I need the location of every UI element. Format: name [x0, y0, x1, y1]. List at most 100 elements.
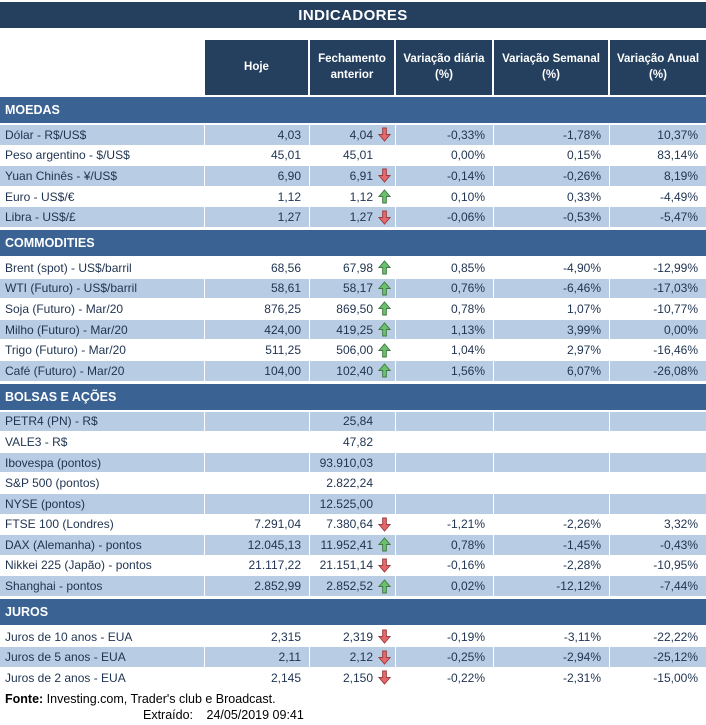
table-body: MOEDAS Dólar - R$/US$ 4,03 4,04 -0,33% -1,78%… — [0, 97, 706, 689]
today-value — [205, 411, 310, 432]
column-header-weekly-change: Variação Semanal (%) — [494, 40, 610, 95]
row-label: VALE3 - R$ — [0, 432, 205, 452]
prev-close-value: 47,82 — [342, 434, 373, 449]
table-row: Brent (spot) - US$/barril 68,56 67,98 0,85%… — [0, 257, 706, 279]
today-value: 6,90 — [205, 166, 310, 186]
weekly-change-value: 1,07% — [494, 299, 610, 319]
annual-change-value: -17,03% — [653, 281, 698, 296]
table-row: Libra - US$/£ 1,27 1,27 -0,06% -0,53% -5,47% — [0, 207, 706, 228]
today-value: 68,56 — [205, 257, 310, 278]
row-label: FTSE 100 (Londres) — [0, 514, 205, 535]
today-value: 4,03 — [205, 125, 310, 145]
trend-arrow-up-icon — [375, 280, 394, 297]
table-row: Milho (Futuro) - Mar/20 424,00 419,25 1,13%… — [0, 319, 706, 341]
prev-close-value: 11.952,41 — [320, 537, 374, 552]
section-header: MOEDAS — [0, 97, 706, 123]
page-title: INDICADORES — [0, 2, 706, 28]
weekly-change-value: -2,26% — [494, 514, 610, 535]
trend-arrow-down-icon — [375, 126, 394, 143]
daily-change-value: 1,04% — [396, 340, 494, 360]
weekly-change-value: 0,15% — [494, 145, 610, 166]
row-label: NYSE (pontos) — [0, 493, 205, 514]
row-label: S&P 500 (pontos) — [0, 473, 205, 493]
row-label: Brent (spot) - US$/barril — [0, 257, 205, 278]
row-label: Soja (Futuro) - Mar/20 — [0, 299, 205, 319]
table-row: DAX (Alemanha) - pontos 12.045,13 11.952,4… — [0, 535, 706, 556]
annual-change-value — [610, 453, 706, 473]
column-header-annual-change: Variação Anual (%) — [610, 40, 706, 95]
arrow-slot-empty — [375, 413, 394, 430]
today-value: 45,01 — [205, 145, 310, 166]
daily-change-value: -0,22% — [396, 668, 494, 688]
trend-arrow-up-icon — [375, 536, 394, 553]
today-value: 2.852,99 — [205, 576, 310, 596]
table-row: Café (Futuro) - Mar/20 104,00 102,40 1,56% 6… — [0, 360, 706, 382]
annual-change-value — [610, 494, 706, 514]
today-value: 876,25 — [205, 299, 310, 319]
daily-change-value: 0,85% — [396, 257, 494, 278]
annual-change-value — [610, 412, 706, 432]
annual-change-value: -4,49% — [659, 189, 698, 204]
extracted-datetime: 24/05/2019 09:41 — [206, 707, 304, 722]
table-row: Yuan Chinês - ¥/US$ 6,90 6,91 -0,14% -0,26% 8… — [0, 166, 706, 187]
annual-change-value: 0,00% — [663, 322, 698, 337]
annual-change-value: -10,77% — [653, 301, 698, 316]
prev-close-value: 2,12 — [349, 650, 373, 665]
today-value: 2,11 — [205, 647, 310, 668]
today-value: 1,12 — [205, 186, 310, 207]
row-label: Café (Futuro) - Mar/20 — [0, 360, 205, 381]
trend-arrow-up-icon — [375, 321, 394, 338]
table-row: PETR4 (PN) - R$ 25,84 — [0, 411, 706, 433]
prev-close-cell: 2.822,24 — [310, 473, 396, 493]
prev-close-value: 506,00 — [336, 343, 373, 358]
today-value: 104,00 — [205, 360, 310, 381]
table-row: S&P 500 (pontos) 2.822,24 — [0, 473, 706, 494]
trend-arrow-up-icon — [375, 342, 394, 359]
trend-arrow-down-icon — [375, 669, 394, 686]
table-row: Soja (Futuro) - Mar/20 876,25 869,50 0,78% 1… — [0, 299, 706, 320]
prev-close-cell: 506,00 — [310, 340, 396, 360]
table-row: WTI (Futuro) - US$/barril 58,61 58,17 0,76%… — [0, 278, 706, 300]
today-value: 424,00 — [205, 319, 310, 340]
row-label: Juros de 10 anos - EUA — [0, 626, 205, 647]
row-label: Juros de 5 anos - EUA — [0, 647, 205, 668]
prev-close-cell: 58,17 — [310, 278, 396, 299]
today-value: 58,61 — [205, 278, 310, 299]
prev-close-value: 21.151,14 — [319, 558, 373, 573]
prev-close-cell: 2,150 — [310, 668, 396, 688]
weekly-change-value — [494, 411, 610, 432]
column-header-today: Hoje — [205, 40, 310, 95]
table-row: NYSE (pontos) 12.525,00 — [0, 493, 706, 515]
trend-arrow-down-icon — [375, 628, 394, 645]
weekly-change-value: -12,12% — [494, 576, 610, 596]
today-value — [205, 452, 310, 473]
annual-change-value: 10,37% — [657, 127, 698, 142]
prev-close-cell: 869,50 — [310, 299, 396, 319]
annual-change-value: 3,32% — [663, 517, 698, 532]
extracted-line: Extraído: 24/05/2019 09:41 — [0, 707, 706, 723]
table-row: Euro - US$/€ 1,12 1,12 0,10% 0,33% -4,49% — [0, 186, 706, 208]
daily-change-value — [396, 473, 494, 493]
row-label: Nikkei 225 (Japão) - pontos — [0, 555, 205, 576]
annual-change-value: -0,43% — [659, 537, 698, 552]
daily-change-value: 0,02% — [396, 576, 494, 596]
today-value: 12.045,13 — [205, 535, 310, 555]
prev-close-cell: 21.151,14 — [310, 555, 396, 576]
prev-close-value: 67,98 — [342, 260, 373, 275]
prev-close-value: 2.852,52 — [326, 579, 373, 594]
prev-close-cell: 102,40 — [310, 360, 396, 381]
prev-close-cell: 1,27 — [310, 207, 396, 227]
daily-change-value: -0,16% — [396, 555, 494, 576]
row-label: Euro - US$/€ — [0, 186, 205, 207]
row-label: Shanghai - pontos — [0, 576, 205, 596]
column-header-prev-close: Fechamento anterior — [310, 40, 396, 95]
weekly-change-value: -0,53% — [494, 207, 610, 227]
prev-close-cell: 47,82 — [310, 432, 396, 452]
prev-close-cell: 67,98 — [310, 257, 396, 278]
daily-change-value: 1,13% — [396, 319, 494, 340]
today-value: 2,315 — [205, 626, 310, 647]
prev-close-value: 1,27 — [349, 210, 373, 225]
row-label: Juros de 2 anos - EUA — [0, 668, 205, 688]
prev-close-cell: 2,12 — [310, 647, 396, 668]
